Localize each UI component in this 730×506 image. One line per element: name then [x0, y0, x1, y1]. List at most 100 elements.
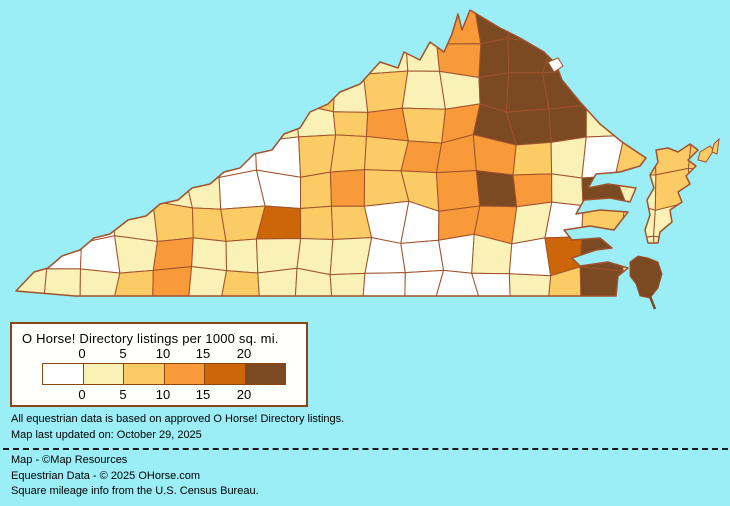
legend-tick: 15	[195, 387, 211, 402]
county-cell	[658, 10, 696, 42]
county-cell	[294, 69, 336, 113]
legend-tick: 20	[236, 387, 252, 402]
county-cell	[16, 39, 45, 73]
county-cell	[154, 10, 190, 42]
county-cell	[547, 266, 582, 296]
county-cell	[550, 136, 587, 179]
county-cell	[16, 71, 45, 106]
county-cell	[40, 168, 81, 210]
mainland-outline	[15, 9, 647, 297]
county-cell	[294, 267, 333, 296]
county-cell	[112, 200, 158, 242]
legend-swatch-5	[245, 364, 285, 384]
county-cell	[257, 267, 298, 296]
county-cell	[508, 273, 552, 296]
county-cell	[329, 134, 367, 173]
county-cell	[225, 238, 259, 274]
county-cell	[79, 235, 121, 274]
county-cell	[551, 10, 584, 46]
county-cell	[183, 72, 227, 104]
map-credit: Map - ©Map Resources	[11, 454, 128, 466]
map-credits: Map - ©Map Resources Equestrian Data - ©…	[11, 453, 259, 500]
equestrian-data-credit: Equestrian Data - © 2025 OHorse.com	[11, 469, 201, 482]
barrier-island	[711, 137, 720, 155]
county-cell	[187, 266, 228, 296]
county-cell	[299, 171, 332, 209]
county-cell	[114, 235, 158, 274]
county-cell	[254, 102, 300, 143]
county-cell	[512, 173, 553, 208]
legend-ticks-bottom: 0 5 10 15 20	[12, 387, 306, 402]
legend-swatch-4	[205, 364, 246, 384]
county-cell	[439, 70, 481, 110]
county-cell	[329, 272, 366, 296]
legend-tick: 5	[119, 387, 127, 402]
county-cell	[223, 10, 266, 46]
county-cell	[16, 268, 48, 296]
legend-color-ramp	[42, 363, 286, 385]
county-cell	[687, 167, 698, 203]
county-cell	[151, 39, 193, 75]
county-cell	[579, 36, 616, 74]
county-cell	[551, 173, 584, 207]
county-cell	[224, 43, 266, 74]
county-cell	[114, 102, 151, 145]
virginia-beach-area	[629, 255, 663, 299]
county-cell	[692, 271, 698, 296]
last-updated-note: Map last updated on: October 29, 2025	[11, 429, 202, 441]
county-cell	[79, 268, 121, 296]
county-cell	[654, 167, 692, 211]
county-cell	[332, 111, 369, 137]
county-cell	[225, 102, 259, 144]
county-cell	[475, 170, 518, 208]
county-cell	[146, 135, 191, 179]
county-cell	[362, 70, 409, 113]
county-cell	[224, 71, 264, 107]
legend-swatch-2	[124, 364, 165, 384]
county-cell	[435, 170, 481, 212]
county-cell	[298, 134, 337, 178]
legend-tick: 5	[119, 346, 127, 361]
county-cell	[614, 10, 662, 46]
county-cell	[187, 10, 230, 45]
county-cell	[116, 10, 157, 41]
county-cell	[115, 69, 153, 105]
county-cell	[114, 137, 151, 179]
county-cell	[584, 69, 617, 108]
map-notes: All equestrian data is based on approved…	[11, 411, 344, 443]
county-cell	[548, 104, 587, 143]
county-cell	[614, 174, 657, 211]
county-cell	[693, 241, 698, 277]
legend-tick: 15	[195, 346, 211, 361]
county-cell	[362, 272, 406, 296]
county-cell	[400, 140, 443, 174]
county-cell	[690, 200, 698, 244]
county-cell	[16, 239, 48, 272]
county-cell	[188, 40, 230, 75]
county-cell	[219, 270, 261, 296]
county-cell	[688, 10, 698, 39]
county-cell	[152, 237, 194, 271]
data-source-note: All equestrian data is based on approved…	[11, 413, 345, 425]
legend-tick: 10	[155, 346, 171, 361]
county-cell	[364, 135, 409, 172]
county-cell	[401, 107, 446, 144]
county-cell	[75, 102, 117, 145]
county-cell	[16, 134, 44, 170]
county-cell	[39, 10, 84, 44]
county-cell	[46, 200, 82, 244]
legend-swatch-3	[164, 364, 205, 384]
county-cell	[191, 237, 228, 272]
county-cell	[614, 40, 662, 76]
county-cell	[506, 72, 550, 113]
county-cell	[146, 102, 191, 139]
county-cell	[152, 266, 193, 296]
legend-swatch-1	[83, 364, 124, 384]
county-cell	[365, 107, 409, 142]
county-cell	[299, 205, 334, 240]
county-cell	[82, 39, 120, 76]
legend-ticks-top: 0 5 10 15 20	[12, 346, 306, 361]
county-cell	[78, 174, 118, 210]
